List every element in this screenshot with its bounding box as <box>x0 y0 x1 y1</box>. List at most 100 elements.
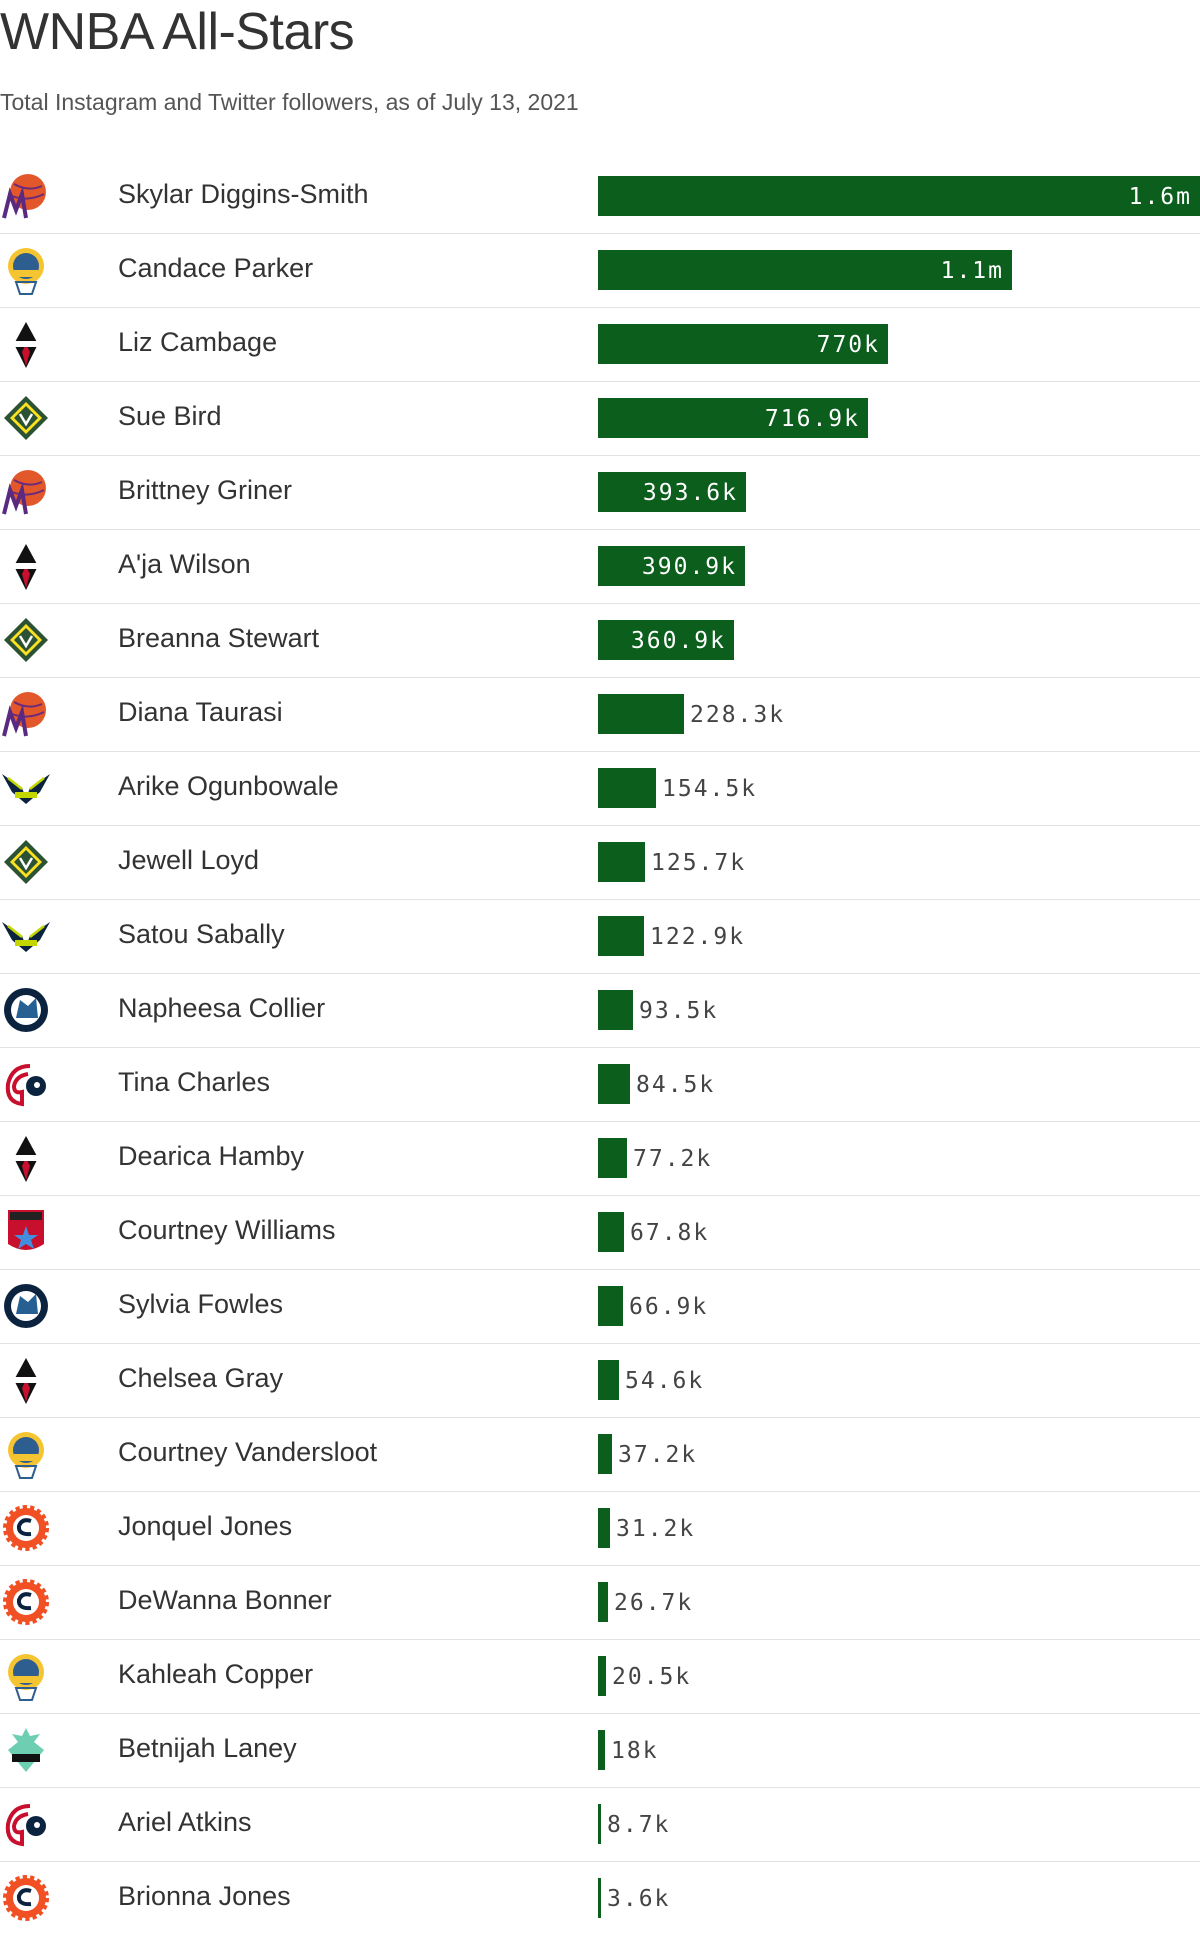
bar-row: Breanna Stewart 360.9k <box>0 604 1200 678</box>
bar-row: Skylar Diggins-Smith 1.6m <box>0 160 1200 234</box>
bar-row: Betnijah Laney 18k <box>0 1714 1200 1788</box>
wings-icon <box>2 774 50 804</box>
lynx-icon <box>4 1284 48 1328</box>
player-name: Arike Ogunbowale <box>118 771 339 801</box>
wings-icon <box>2 922 50 952</box>
value-label: 360.9k <box>630 628 726 654</box>
value-label: 18k <box>611 1738 659 1764</box>
bar-row: Brittney Griner 393.6k <box>0 456 1200 530</box>
player-name: Courtney Vandersloot <box>118 1437 378 1467</box>
row-divider <box>0 1269 1200 1270</box>
aces-icon <box>13 322 39 368</box>
player-name: Kahleah Copper <box>118 1659 314 1689</box>
bar-row: Jonquel Jones 31.2k <box>0 1492 1200 1566</box>
row-divider <box>0 233 1200 234</box>
bar <box>598 694 684 734</box>
bar <box>598 1064 630 1104</box>
bar <box>598 916 644 956</box>
value-label: 716.9k <box>764 406 860 432</box>
sky-icon <box>8 248 44 295</box>
value-label: 66.9k <box>629 1294 709 1320</box>
player-name: Brittney Griner <box>118 475 293 505</box>
bar-row: Tina Charles 84.5k <box>0 1048 1200 1122</box>
bar <box>598 1730 605 1770</box>
player-name: Satou Sabally <box>118 919 285 949</box>
storm-icon <box>4 618 48 662</box>
bar <box>598 398 868 438</box>
value-label: 228.3k <box>690 702 786 728</box>
value-label: 125.7k <box>651 850 747 876</box>
value-label: 54.6k <box>625 1368 705 1394</box>
bar <box>598 990 633 1030</box>
player-name: Sue Bird <box>118 401 222 431</box>
bar-row: Napheesa Collier 93.5k <box>0 974 1200 1048</box>
sky-icon <box>8 1432 44 1479</box>
row-divider <box>0 1787 1200 1788</box>
row-divider <box>0 1565 1200 1566</box>
value-label: 37.2k <box>618 1442 698 1468</box>
player-name: Breanna Stewart <box>118 623 320 653</box>
bar <box>598 472 746 512</box>
row-divider <box>0 455 1200 456</box>
value-label: 67.8k <box>630 1220 710 1246</box>
row-divider <box>0 1343 1200 1344</box>
aces-icon <box>13 544 39 590</box>
chart-title: WNBA All-Stars <box>0 3 355 61</box>
row-divider <box>0 1417 1200 1418</box>
player-name: Liz Cambage <box>118 327 278 357</box>
bar <box>598 1286 623 1326</box>
value-label: 122.9k <box>650 924 746 950</box>
bar <box>598 1212 624 1252</box>
bar-row: Sylvia Fowles 66.9k <box>0 1270 1200 1344</box>
value-label: 390.9k <box>641 554 737 580</box>
bar <box>598 1878 601 1918</box>
bar-row: Jewell Loyd 125.7k <box>0 826 1200 900</box>
bar <box>598 1582 608 1622</box>
row-divider <box>0 1195 1200 1196</box>
row-divider <box>0 529 1200 530</box>
player-name: Betnijah Laney <box>118 1733 297 1763</box>
value-label: 1.1m <box>940 258 1004 284</box>
player-name: Candace Parker <box>118 253 314 283</box>
player-name: Jonquel Jones <box>118 1511 293 1541</box>
sun-icon <box>3 1505 49 1551</box>
row-divider <box>0 381 1200 382</box>
player-name: Ariel Atkins <box>118 1807 252 1837</box>
value-label: 26.7k <box>614 1590 694 1616</box>
bar-row: Liz Cambage 770k <box>0 308 1200 382</box>
row-divider <box>0 899 1200 900</box>
row-divider <box>0 307 1200 308</box>
player-name: Sylvia Fowles <box>118 1289 284 1319</box>
mystics-icon <box>5 1804 46 1847</box>
player-name: Dearica Hamby <box>118 1141 305 1171</box>
mercury-icon <box>2 692 46 737</box>
liberty-icon <box>8 1728 44 1772</box>
bar <box>598 176 1200 216</box>
bar-row: Chelsea Gray 54.6k <box>0 1344 1200 1418</box>
row-divider <box>0 1639 1200 1640</box>
bar <box>598 324 888 364</box>
bar-row: Candace Parker 1.1m <box>0 234 1200 308</box>
sun-icon <box>3 1875 49 1921</box>
bar-row: Brionna Jones 3.6k <box>0 1862 1200 1936</box>
row-divider <box>0 1491 1200 1492</box>
bar <box>598 768 656 808</box>
bar <box>598 1138 627 1178</box>
value-label: 393.6k <box>642 480 738 506</box>
row-divider <box>0 825 1200 826</box>
value-label: 77.2k <box>633 1146 713 1172</box>
bar <box>598 1804 601 1844</box>
bar-row: A'ja Wilson 390.9k <box>0 530 1200 604</box>
bar-row: Diana Taurasi 228.3k <box>0 678 1200 752</box>
player-name: Jewell Loyd <box>118 845 260 875</box>
bar <box>598 620 734 660</box>
bar-row: Courtney Williams 67.8k <box>0 1196 1200 1270</box>
bar-row: Arike Ogunbowale 154.5k <box>0 752 1200 826</box>
value-label: 93.5k <box>639 998 719 1024</box>
row-divider <box>0 1861 1200 1862</box>
mercury-icon <box>2 174 46 219</box>
sun-icon <box>3 1579 49 1625</box>
bar <box>598 250 1012 290</box>
player-name: Tina Charles <box>118 1067 271 1097</box>
bar-row: Courtney Vandersloot 37.2k <box>0 1418 1200 1492</box>
